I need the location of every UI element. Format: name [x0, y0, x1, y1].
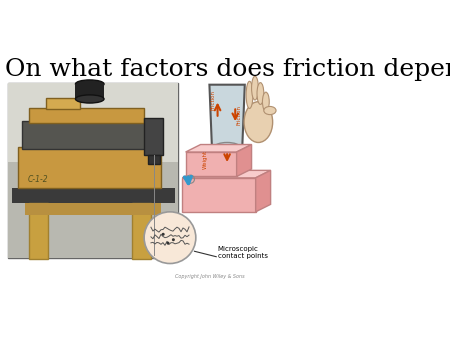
Bar: [76, 84, 104, 99]
Circle shape: [162, 233, 165, 236]
Bar: [18, 147, 161, 188]
Bar: [28, 203, 48, 260]
Ellipse shape: [76, 95, 104, 103]
Text: C-1-2: C-1-2: [27, 175, 48, 184]
Text: Friction: Friction: [237, 105, 242, 125]
Bar: [22, 121, 158, 149]
Text: Weight: Weight: [203, 150, 208, 169]
Polygon shape: [256, 170, 270, 212]
Text: On what factors does friction depend?: On what factors does friction depend?: [5, 57, 450, 80]
Bar: [25, 203, 161, 215]
Bar: [12, 188, 175, 203]
Text: Microscopic
contact points: Microscopic contact points: [218, 246, 268, 259]
Ellipse shape: [244, 102, 273, 143]
Ellipse shape: [264, 106, 276, 115]
Bar: [28, 203, 48, 260]
Ellipse shape: [76, 80, 104, 88]
Polygon shape: [209, 85, 245, 153]
Ellipse shape: [262, 92, 269, 111]
Bar: [45, 98, 80, 109]
Circle shape: [144, 212, 196, 264]
Bar: [144, 118, 163, 155]
Polygon shape: [185, 152, 237, 176]
Ellipse shape: [257, 83, 264, 104]
Circle shape: [166, 242, 170, 245]
Polygon shape: [185, 145, 252, 152]
Text: Copyright John Wiley & Sons: Copyright John Wiley & Sons: [176, 274, 245, 280]
Bar: [148, 155, 160, 164]
Bar: [8, 83, 178, 162]
Circle shape: [172, 238, 175, 241]
Bar: [8, 83, 178, 258]
Bar: [132, 203, 151, 260]
Polygon shape: [182, 178, 256, 212]
Ellipse shape: [252, 76, 258, 100]
Polygon shape: [182, 170, 270, 178]
Ellipse shape: [246, 81, 253, 108]
Bar: [8, 162, 178, 258]
Text: Friction: Friction: [211, 90, 216, 110]
Bar: [28, 108, 144, 123]
Polygon shape: [237, 145, 252, 176]
Bar: [132, 203, 151, 260]
